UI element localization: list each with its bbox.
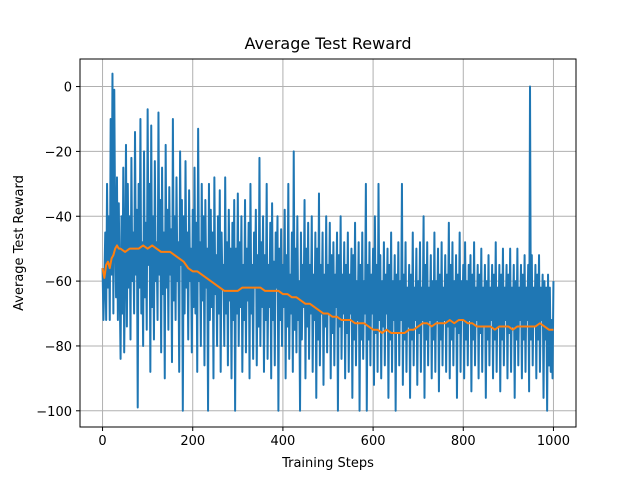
chart-title: Average Test Reward (245, 34, 412, 53)
x-axis-label: Training Steps (281, 456, 374, 471)
y-tick-label: −40 (45, 210, 72, 225)
series-raw-reward-line (101, 72, 555, 412)
y-tick-label: −60 (45, 275, 72, 290)
x-tick-label: 1000 (537, 434, 570, 449)
plot-area (101, 72, 555, 412)
x-tick-label: 200 (180, 434, 205, 449)
plot-frame (79, 58, 577, 428)
x-tick-label: 0 (98, 434, 106, 449)
y-tick-label: −100 (36, 405, 72, 420)
x-tick-label: 400 (270, 434, 295, 449)
x-axis: 0 200 400 600 800 1000 (98, 427, 570, 449)
y-tick-label: 0 (64, 81, 72, 96)
y-axis-label: Average Test Reward (12, 175, 27, 311)
series-smoothed-reward-line (101, 244, 554, 334)
x-tick-label: 800 (451, 434, 476, 449)
y-tick-label: −20 (45, 145, 72, 160)
y-axis: 0 −20 −40 −60 −80 −100 (36, 81, 80, 420)
y-tick-label: −80 (45, 340, 72, 355)
x-tick-label: 600 (361, 434, 386, 449)
